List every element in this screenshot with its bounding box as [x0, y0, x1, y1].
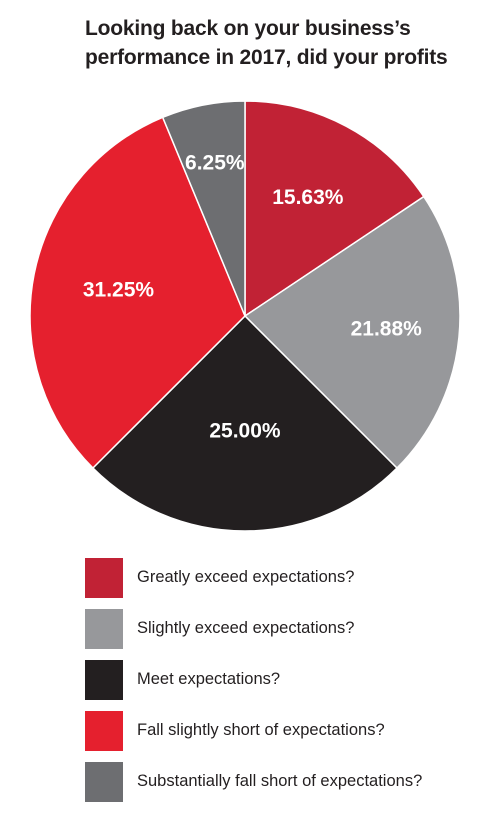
legend-item-meet-expectations: Meet expectations?	[85, 660, 475, 700]
legend-label: Meet expectations?	[137, 670, 281, 688]
chart-title: Looking back on your business’s performa…	[85, 14, 475, 72]
slice-value-label-slightly-exceed-expectations: 21.88%	[351, 317, 423, 340]
pie-slice-substantially-fall-short-of-expectations	[161, 100, 246, 317]
chart-legend: Greatly exceed expectations? Slightly exc…	[85, 558, 475, 813]
legend-item-greatly-exceed-expectations: Greatly exceed expectations?	[85, 558, 475, 598]
slice-value-label-meet-expectations: 25.00%	[209, 420, 281, 443]
slice-value-label-greatly-exceed-expectations: 15.63%	[272, 186, 344, 209]
legend-label: Fall slightly short of expectations?	[137, 721, 385, 739]
legend-item-fall-slightly-short-of-expectations: Fall slightly short of expectations?	[85, 711, 475, 751]
legend-swatch	[85, 660, 123, 700]
pie-slice-fall-slightly-short-of-expectations	[29, 116, 246, 470]
legend-swatch	[85, 558, 123, 598]
pie-slice-meet-expectations	[91, 314, 399, 532]
chart-title-line-1: Looking back on your business’s	[85, 17, 411, 40]
legend-item-substantially-fall-short-of-expectations: Substantially fall short of expectations…	[85, 762, 475, 802]
legend-label: Substantially fall short of expectations…	[137, 772, 423, 790]
chart-title-line-2: performance in 2017, did your profits	[85, 46, 448, 69]
pie-slice-greatly-exceed-expectations	[244, 100, 425, 318]
legend-item-slightly-exceed-expectations: Slightly exceed expectations?	[85, 609, 475, 649]
slice-value-label-substantially-fall-short-of-expectations: 6.25%	[185, 152, 245, 175]
slice-value-label-fall-slightly-short-of-expectations: 31.25%	[83, 278, 155, 301]
legend-label: Greatly exceed expectations?	[137, 568, 355, 586]
pie-slice-slightly-exceed-expectations	[243, 195, 461, 470]
legend-swatch	[85, 609, 123, 649]
legend-swatch	[85, 711, 123, 751]
legend-swatch	[85, 762, 123, 802]
legend-label: Slightly exceed expectations?	[137, 619, 355, 637]
